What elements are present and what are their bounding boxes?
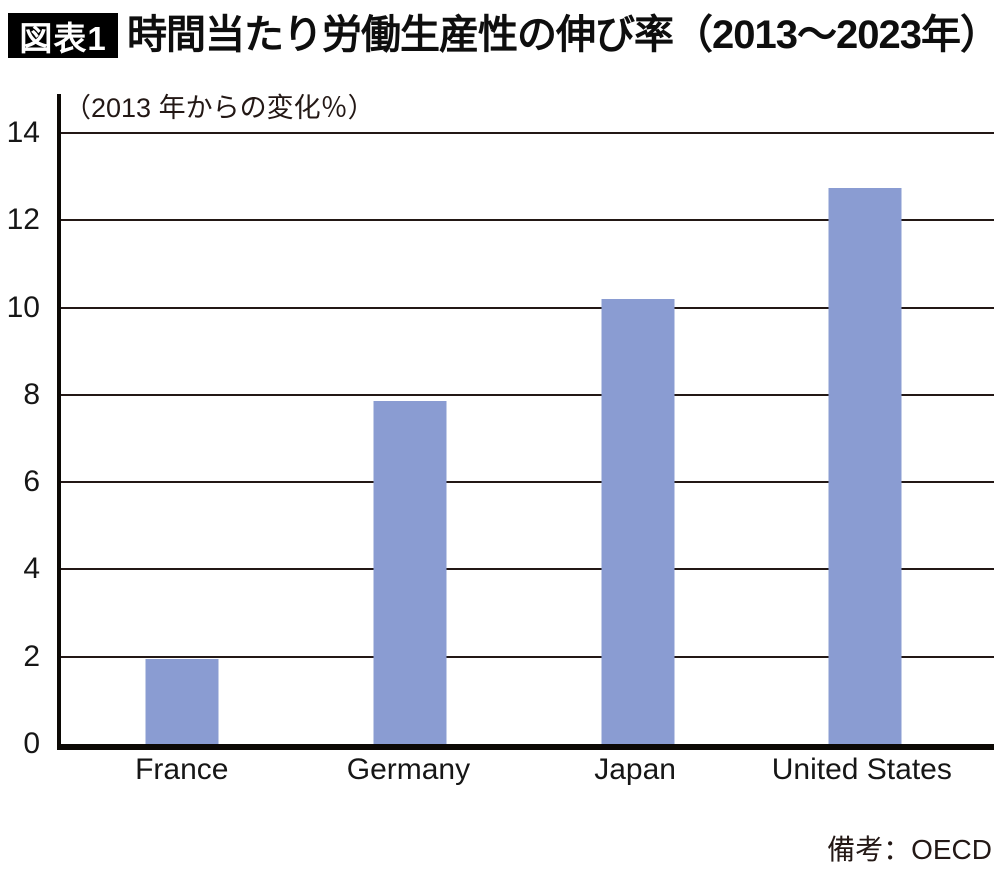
bar-germany: [373, 401, 447, 744]
figure-title: 時間当たり労働生産性の伸び率（2013～2023年）: [127, 13, 1000, 57]
x-category-label-japan: Japan: [594, 753, 676, 786]
y-tick-label: 12: [6, 203, 40, 237]
source-note: 備考：OECD: [827, 834, 992, 865]
bar-united-states: [828, 187, 902, 744]
y-tick-label: 10: [6, 290, 40, 324]
y-axis-line-extension: [57, 94, 61, 133]
gridline: [61, 219, 994, 222]
y-tick-label: 2: [23, 639, 40, 673]
y-tick-label: 14: [6, 116, 40, 149]
y-axis-unit-label: （2013 年からの変化％）: [64, 93, 375, 123]
x-axis-labels: France Germany Japan United States: [61, 755, 990, 795]
x-category-label-united-states: United States: [771, 753, 952, 786]
figure-number-badge: 図表1: [8, 13, 118, 58]
x-category-label-france: France: [135, 753, 229, 786]
gridline: [61, 568, 994, 571]
gridline: [61, 481, 994, 484]
x-category-label-germany: Germany: [346, 753, 471, 786]
gridline: [61, 393, 994, 396]
bars: [61, 133, 994, 744]
gridline: [61, 655, 994, 658]
bar-france: [145, 658, 219, 744]
gridline: [61, 306, 994, 309]
y-tick-label: 0: [23, 727, 40, 760]
x-axis-corner: [57, 744, 61, 750]
plot-area: [57, 94, 994, 750]
bar-japan: [601, 298, 675, 744]
y-tick-label: 8: [23, 377, 40, 411]
y-tick-label: 4: [23, 552, 40, 586]
gridline: [61, 132, 994, 134]
y-tick-label: 6: [23, 465, 40, 499]
y-axis-labels: 0 2 4 6 8 10 12 14: [0, 118, 40, 759]
